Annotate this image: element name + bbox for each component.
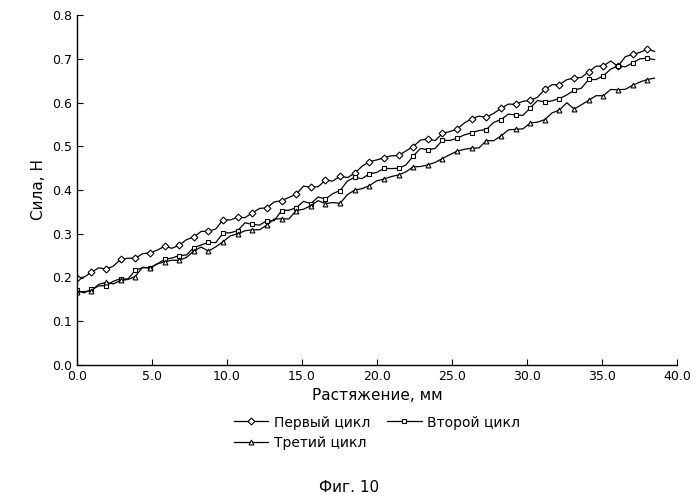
Третий цикл <box>445 152 454 158</box>
Первый цикл <box>73 275 81 281</box>
Второй цикл <box>651 56 659 62</box>
Line: Третий цикл: Третий цикл <box>75 76 657 294</box>
Первый цикл <box>416 137 424 143</box>
Третий цикл <box>584 98 593 103</box>
Второй цикл <box>592 76 600 82</box>
Первый цикл <box>651 48 659 54</box>
Второй цикл <box>424 147 432 153</box>
Line: Второй цикл: Второй цикл <box>75 56 657 296</box>
Первый цикл <box>643 46 651 52</box>
Первый цикл <box>445 128 454 134</box>
Третий цикл <box>424 162 432 168</box>
Третий цикл <box>651 75 659 81</box>
Первый цикл <box>329 178 337 184</box>
Второй цикл <box>453 135 461 141</box>
Второй цикл <box>336 188 344 194</box>
Первый цикл <box>584 69 593 75</box>
Второй цикл <box>643 56 651 62</box>
Text: Фиг. 10: Фиг. 10 <box>319 480 379 495</box>
X-axis label: Растяжение, мм: Растяжение, мм <box>311 388 443 404</box>
Второй цикл <box>73 287 81 293</box>
Y-axis label: Сила, Н: Сила, Н <box>31 160 46 220</box>
Второй цикл <box>431 146 439 152</box>
Третий цикл <box>468 145 476 151</box>
Первый цикл <box>468 116 476 121</box>
Legend: Первый цикл, Третий цикл, Второй цикл: Первый цикл, Третий цикл, Второй цикл <box>228 410 526 456</box>
Второй цикл <box>80 290 88 296</box>
Line: Первый цикл: Первый цикл <box>75 47 657 280</box>
Третий цикл <box>73 289 81 295</box>
Первый цикл <box>424 136 432 142</box>
Третий цикл <box>416 164 424 170</box>
Третий цикл <box>329 200 337 205</box>
Второй цикл <box>475 128 483 134</box>
